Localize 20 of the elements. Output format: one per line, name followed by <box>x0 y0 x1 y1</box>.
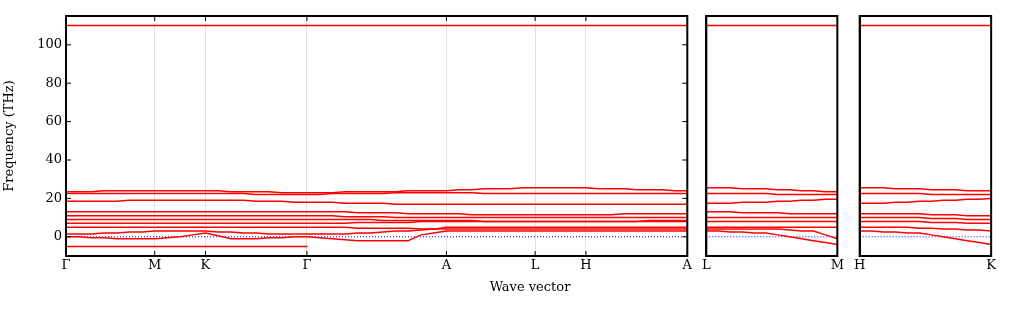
x-tick-label: Γ <box>302 257 312 273</box>
x-tick-label: K <box>200 257 211 273</box>
x-tick-label: L <box>530 257 540 273</box>
y-tick-label: 100 <box>37 36 62 52</box>
y-tick-label: 20 <box>45 189 62 205</box>
x-tick-label: A <box>681 257 693 273</box>
x-tick-label: M <box>148 257 162 273</box>
x-tick-label: K <box>986 257 997 273</box>
y-tick-label: 0 <box>53 228 62 244</box>
x-tick-label: H <box>854 257 866 273</box>
y-tick-label: 40 <box>45 151 62 167</box>
x-tick-label: L <box>702 257 711 273</box>
y-tick-label: 80 <box>45 74 62 90</box>
x-tick-label: M <box>830 257 844 273</box>
x-axis-title: Wave vector <box>488 279 572 294</box>
x-tick-label: Γ <box>61 257 71 273</box>
x-tick-label: H <box>580 257 592 273</box>
x-tick-label: A <box>440 257 452 273</box>
y-axis-title: Frequency (THz) <box>1 80 17 192</box>
y-tick-label: 60 <box>45 112 62 128</box>
